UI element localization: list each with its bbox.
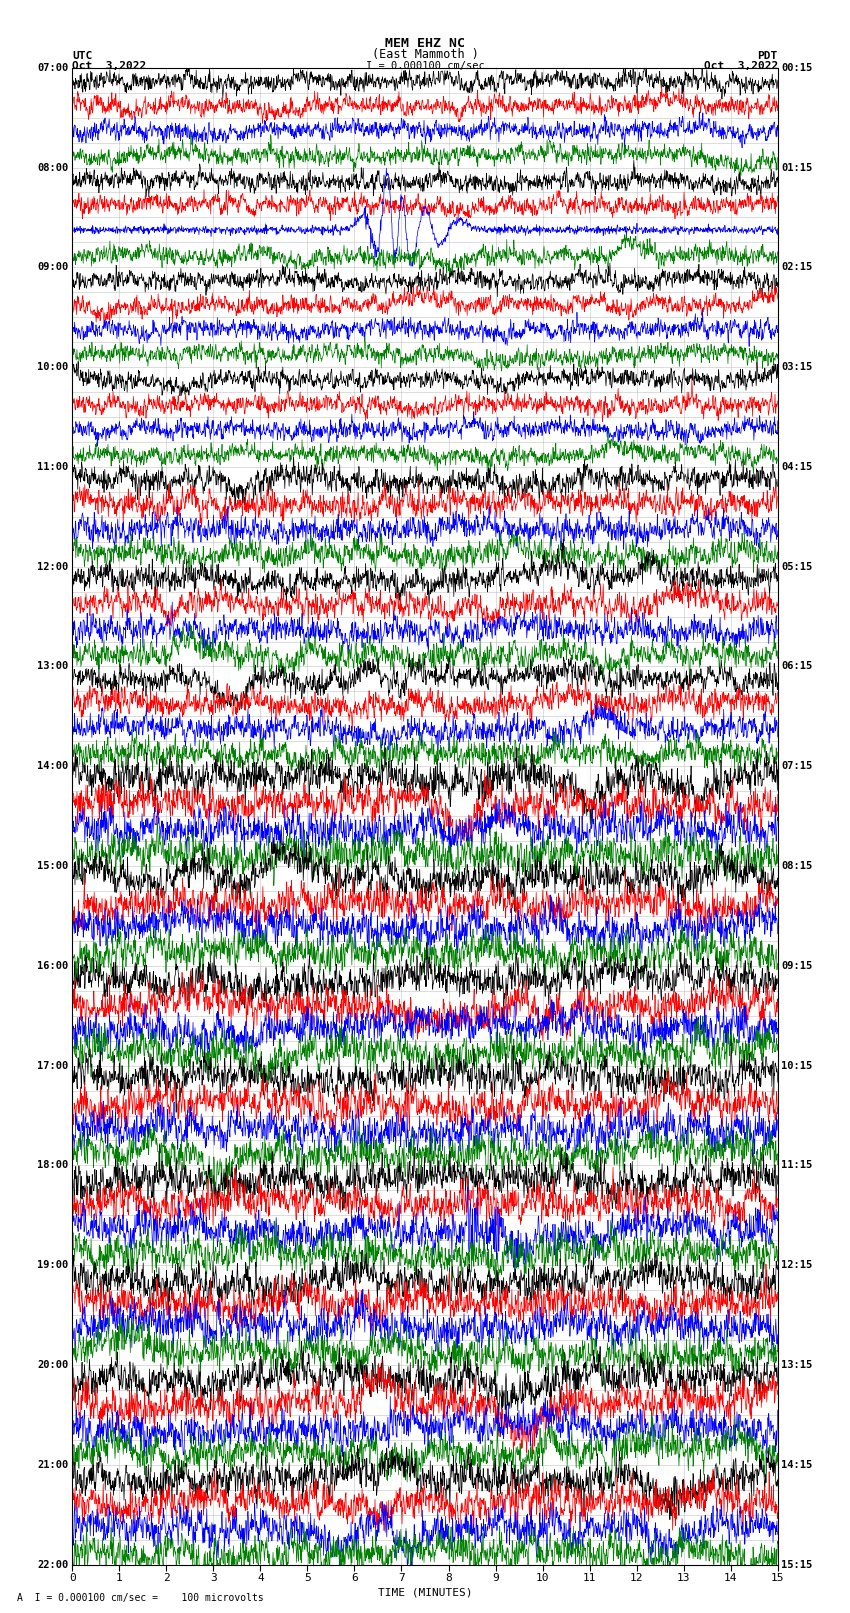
Text: 09:15: 09:15 <box>781 961 813 971</box>
Text: 11:00: 11:00 <box>37 461 69 473</box>
Text: 16:00: 16:00 <box>37 961 69 971</box>
Text: MEM EHZ NC: MEM EHZ NC <box>385 37 465 50</box>
Text: 22:00: 22:00 <box>37 1560 69 1569</box>
Text: 20:00: 20:00 <box>37 1360 69 1369</box>
Text: 17:00: 17:00 <box>37 1061 69 1071</box>
Text: 08:00: 08:00 <box>37 163 69 173</box>
Text: 11:15: 11:15 <box>781 1160 813 1171</box>
Text: 08:15: 08:15 <box>781 861 813 871</box>
Text: UTC: UTC <box>72 52 93 61</box>
Text: 07:00: 07:00 <box>37 63 69 73</box>
Text: 21:00: 21:00 <box>37 1460 69 1469</box>
Text: 12:15: 12:15 <box>781 1260 813 1269</box>
Text: 05:15: 05:15 <box>781 561 813 571</box>
Text: Oct  3,2022: Oct 3,2022 <box>72 61 146 71</box>
Text: 14:15: 14:15 <box>781 1460 813 1469</box>
Text: 10:15: 10:15 <box>781 1061 813 1071</box>
Text: 06:15: 06:15 <box>781 661 813 671</box>
Text: 12:00: 12:00 <box>37 561 69 571</box>
Text: 04:15: 04:15 <box>781 461 813 473</box>
Text: PDT: PDT <box>757 52 778 61</box>
Text: 02:15: 02:15 <box>781 263 813 273</box>
Text: 18:00: 18:00 <box>37 1160 69 1171</box>
Text: 13:15: 13:15 <box>781 1360 813 1369</box>
Text: 01:15: 01:15 <box>781 163 813 173</box>
Text: 10:00: 10:00 <box>37 363 69 373</box>
Text: 09:00: 09:00 <box>37 263 69 273</box>
Text: Oct  3,2022: Oct 3,2022 <box>704 61 778 71</box>
Text: 14:00: 14:00 <box>37 761 69 771</box>
Text: 15:15: 15:15 <box>781 1560 813 1569</box>
Text: A  I = 0.000100 cm/sec =    100 microvolts: A I = 0.000100 cm/sec = 100 microvolts <box>17 1594 264 1603</box>
Text: 13:00: 13:00 <box>37 661 69 671</box>
X-axis label: TIME (MINUTES): TIME (MINUTES) <box>377 1587 473 1597</box>
Text: 03:15: 03:15 <box>781 363 813 373</box>
Text: I = 0.000100 cm/sec: I = 0.000100 cm/sec <box>366 61 484 71</box>
Text: 00:15: 00:15 <box>781 63 813 73</box>
Text: 07:15: 07:15 <box>781 761 813 771</box>
Text: (East Mammoth ): (East Mammoth ) <box>371 48 479 61</box>
Text: 19:00: 19:00 <box>37 1260 69 1269</box>
Text: 15:00: 15:00 <box>37 861 69 871</box>
